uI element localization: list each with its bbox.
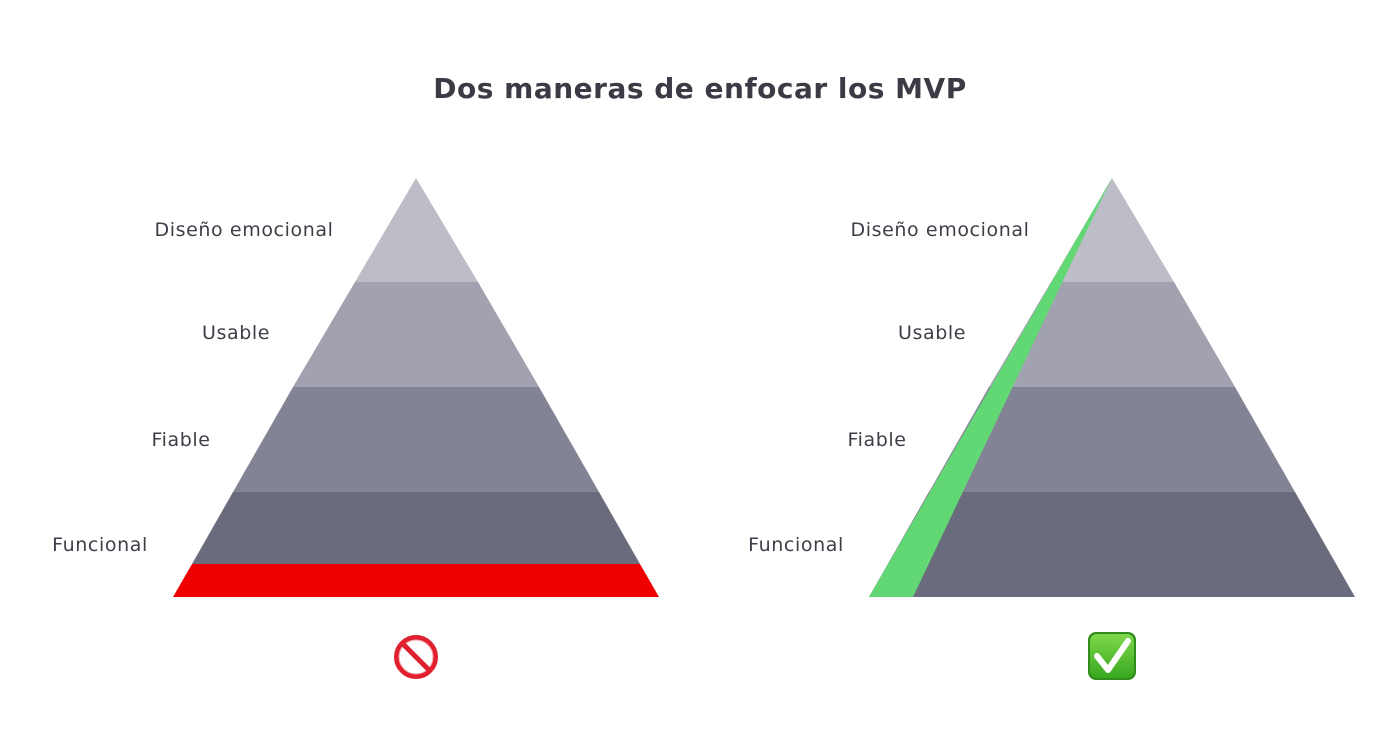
level-label-reliable: Fiable [151,429,210,451]
mvp-diagonal-slice-highlight [869,178,1112,597]
pyramid-level-emotional-design [355,178,478,282]
mvp-base-strip-highlight [173,564,659,597]
pyramid-level-emotional-design [1051,178,1174,282]
pyramid-level-usable [293,282,539,387]
level-label-functional: Funcional [748,534,844,556]
level-label-emotional-design: Diseño emocional [851,219,1030,241]
prohibited-icon [394,635,438,679]
pyramid-right-approach: Diseño emocional Usable Fiable Funcional [680,178,1355,680]
pyramid-level-usable [989,282,1235,387]
check-mark-button-icon [1088,632,1136,680]
pyramid-level-reliable [233,387,599,492]
pyramid-wrong-approach: Diseño emocional Usable Fiable Funcional [0,178,659,679]
diagram-title: Dos maneras de enfocar los MVP [433,72,966,105]
pyramid-level-functional [869,492,1355,597]
level-label-functional: Funcional [52,534,148,556]
level-label-usable: Usable [898,322,966,344]
level-label-reliable: Fiable [847,429,906,451]
pyramid-level-reliable [929,387,1295,492]
level-label-emotional-design: Diseño emocional [155,219,334,241]
level-label-usable: Usable [202,322,270,344]
pyramid-level-functional [192,492,640,564]
